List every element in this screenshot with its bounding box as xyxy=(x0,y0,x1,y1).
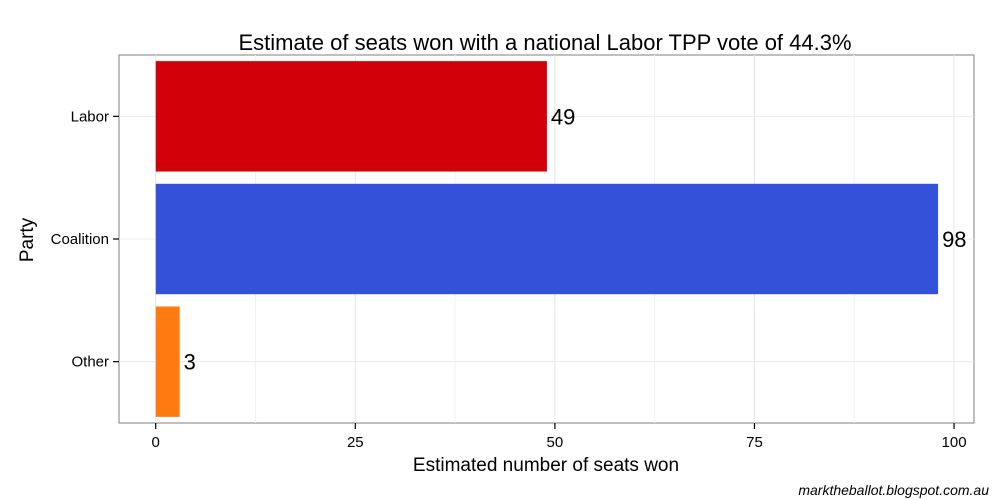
credit-text: marktheballot.blogspot.com.au xyxy=(798,482,989,498)
y-tick-label-labor: Labor xyxy=(71,108,109,125)
x-tick-label: 100 xyxy=(942,434,967,451)
bar-coalition xyxy=(155,183,939,295)
x-axis-title: Estimated number of seats won xyxy=(413,455,679,476)
y-tick-label-coalition: Coalition xyxy=(51,231,109,248)
chart-title: Estimate of seats won with a national La… xyxy=(238,30,851,55)
bars xyxy=(155,61,939,417)
x-tick-label: 0 xyxy=(152,434,160,451)
data-label-labor: 49 xyxy=(551,104,575,129)
data-label-coalition: 98 xyxy=(942,227,966,252)
x-tick-label: 75 xyxy=(746,434,763,451)
x-tick-label: 50 xyxy=(547,434,564,451)
y-tick-label-other: Other xyxy=(71,354,109,371)
data-label-other: 3 xyxy=(184,350,196,375)
data-labels: 49 98 3 xyxy=(184,104,967,374)
y-axis: Labor Coalition Other xyxy=(51,108,119,371)
bar-labor xyxy=(155,61,547,172)
bar-other xyxy=(155,306,180,417)
y-axis-title: Party xyxy=(17,217,38,262)
x-tick-label: 25 xyxy=(347,434,364,451)
x-axis: 0 25 50 75 100 xyxy=(152,423,967,451)
